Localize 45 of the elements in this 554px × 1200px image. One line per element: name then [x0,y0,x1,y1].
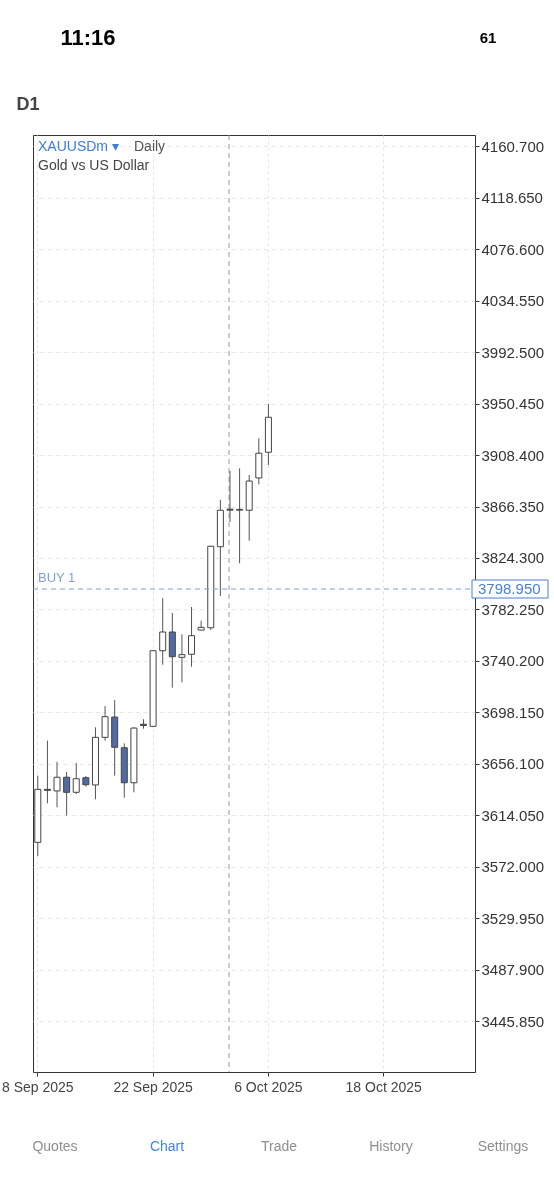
text: D1 [16,94,40,114]
text: Quotes [32,1138,78,1154]
ref-line-label: BUY 1 [38,570,76,585]
y-tick-label: 3866.350 [481,498,545,516]
y-tick-label: 3908.400 [481,446,545,464]
candlestick [159,597,167,666]
candlestick [188,606,196,668]
x-tick-label: 18 Oct 2025 [345,1078,423,1095]
candlestick [72,762,80,795]
candlestick [236,467,244,564]
chart-title: XAUUSDm ▾ [38,138,119,154]
y-tick-label: 4118.650 [481,189,543,207]
text: 3798.950 [478,580,541,597]
x-tick-label: 8 Sep 2025 [1,1078,74,1095]
x-tick-label: 6 Oct 2025 [234,1078,303,1095]
text: Chart [149,1138,185,1154]
y-tick-label: 4160.700 [481,137,545,155]
text: Trade [260,1138,298,1154]
candlestick [101,705,109,742]
text: Gold vs US Dollar [38,157,150,173]
candlestick [43,740,51,804]
x-tick-label: 22 Sep 2025 [113,1078,194,1095]
annotation: Daily [134,138,166,154]
candlestick [53,761,61,808]
y-tick-label: 3572.000 [481,858,545,876]
candlestick [178,633,186,683]
y-tick-label: 3529.950 [481,909,545,927]
text: History [369,1138,413,1154]
y-tick-label: 3992.500 [481,343,545,361]
candlestick [226,470,234,523]
text: 61 [479,29,497,46]
y-tick-label: 3656.100 [481,755,545,773]
y-tick-label: 3445.850 [481,1012,545,1030]
text: 11:16 [60,25,116,50]
y-tick-label: 3614.050 [481,806,545,824]
y-tick-label: 4076.600 [481,240,545,258]
y-tick-label: 3824.300 [481,549,545,567]
y-tick-label: 3950.450 [481,395,545,413]
y-tick-label: 3740.200 [481,652,545,670]
candlestick [63,771,71,817]
y-tick-label: 3698.150 [481,703,545,721]
y-tick-label: 3487.900 [481,961,545,979]
y-tick-label: 3782.250 [481,600,545,618]
y-tick-label: 4034.550 [481,292,545,310]
text: Settings [477,1138,529,1154]
